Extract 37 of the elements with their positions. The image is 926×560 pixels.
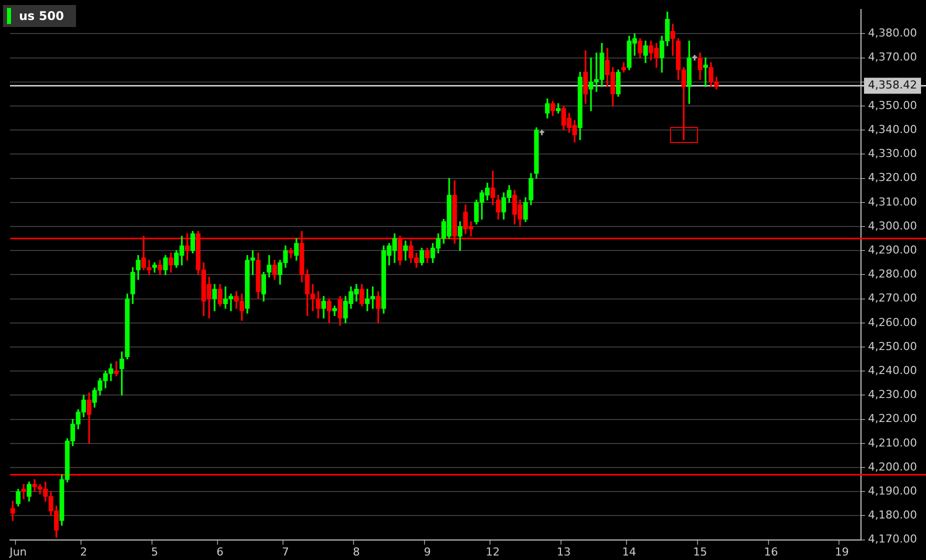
ref-line-label: 4,358.42 bbox=[868, 78, 917, 92]
x-tick-label: 13 bbox=[556, 545, 571, 558]
y-tick-label: 4,220.00 bbox=[868, 412, 917, 426]
y-tick-label: 4,260.00 bbox=[868, 316, 917, 329]
x-tick-label: 7 bbox=[282, 545, 289, 558]
x-tick-label: 16 bbox=[764, 545, 778, 558]
y-tick-label: 4,340.00 bbox=[868, 122, 917, 136]
y-tick-label: 4,240.00 bbox=[868, 364, 917, 377]
x-tick-label: Jun bbox=[8, 545, 27, 558]
y-tick-label: 4,300.00 bbox=[868, 219, 917, 232]
y-tick-label: 4,180.00 bbox=[868, 508, 917, 522]
x-tick-label: 2 bbox=[80, 545, 88, 558]
y-tick-label: 4,310.00 bbox=[868, 195, 917, 208]
x-tick-label: 19 bbox=[834, 545, 849, 558]
y-tick-label: 4,190.00 bbox=[868, 484, 917, 498]
x-tick-label: 5 bbox=[151, 545, 158, 558]
y-tick-label: 4,290.00 bbox=[868, 243, 917, 256]
y-tick-label: 4,250.00 bbox=[868, 340, 917, 353]
x-tick-label: 15 bbox=[693, 545, 708, 558]
y-tick-label: 4,330.00 bbox=[868, 147, 917, 160]
candlestick bbox=[703, 57, 708, 88]
y-tick-label: 4,350.00 bbox=[868, 98, 917, 112]
chart-title: us 500 bbox=[19, 9, 64, 23]
x-tick-label: 9 bbox=[424, 545, 431, 558]
y-tick-label: 4,200.00 bbox=[868, 460, 917, 474]
x-tick-label: 6 bbox=[216, 545, 224, 558]
x-tick-label: 14 bbox=[622, 545, 636, 558]
y-tick-label: 4,370.00 bbox=[868, 50, 917, 64]
y-tick-label: 4,280.00 bbox=[868, 268, 917, 281]
y-tick-label: 4,320.00 bbox=[868, 171, 917, 184]
y-tick-label: 4,270.00 bbox=[868, 292, 917, 305]
y-tick-label: 4,170.00 bbox=[868, 532, 917, 546]
x-tick-label: 12 bbox=[486, 545, 500, 558]
y-tick-label: 4,210.00 bbox=[868, 436, 917, 450]
y-tick-label: 4,380.00 bbox=[868, 26, 917, 40]
y-tick-label: 4,230.00 bbox=[868, 388, 917, 402]
x-tick-label: 8 bbox=[352, 545, 360, 558]
